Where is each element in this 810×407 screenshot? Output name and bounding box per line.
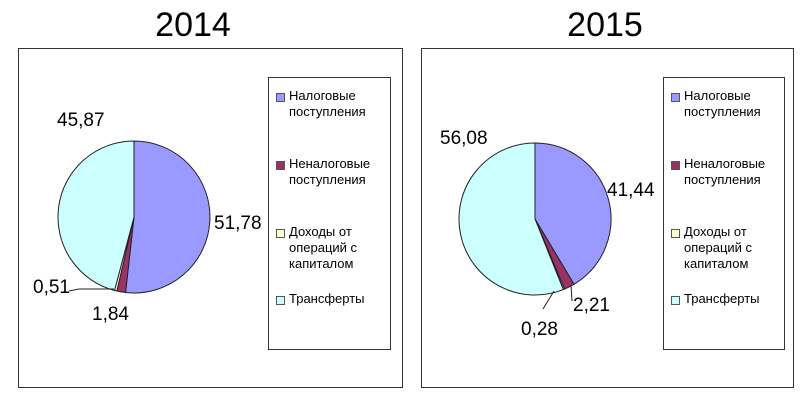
legend-swatch-non-tax-revenue (276, 161, 285, 170)
data-label-tax-revenue: 51,78 (214, 213, 262, 234)
leader-line-non-tax-revenue (570, 284, 573, 302)
leader-line-capital-income (542, 290, 555, 310)
legend-swatch-transfers (671, 296, 680, 305)
leader-line-capital-income (68, 288, 114, 292)
legend-swatch-non-tax-revenue (671, 161, 680, 170)
pie-slice-transfers (458, 142, 564, 296)
legend-swatch-capital-income (671, 229, 680, 238)
data-label-capital-income: 0,51 (33, 277, 70, 298)
legend-label-capital-income: Доходы от операций с капиталом (684, 224, 753, 271)
pie-slice-tax-revenue (124, 140, 211, 294)
chart-panel-2015: 41,44 2,21 0,28 56,08 Налоговые поступления … (421, 48, 794, 388)
legend-swatch-tax-revenue (276, 93, 285, 102)
pie-slice-transfers (57, 140, 135, 292)
legend-label-non-tax-revenue: Неналоговые поступления (684, 156, 766, 187)
pie-slice-tax-revenue (534, 142, 612, 285)
legend-swatch-capital-income (276, 229, 285, 238)
legend-label-transfers: Трансферты (289, 291, 365, 306)
data-label-transfers: 45,87 (57, 110, 105, 131)
data-label-tax-revenue: 41,44 (607, 180, 655, 201)
data-label-capital-income: 0,28 (521, 319, 558, 340)
chart-title-2014: 2014 (155, 6, 231, 44)
chart-title-2015: 2015 (567, 6, 643, 44)
data-label-transfers: 56,08 (440, 128, 488, 149)
legend-2015: Налоговые поступления Неналоговые поступле… (663, 77, 785, 350)
legend-label-non-tax-revenue: Неналоговые поступления (289, 156, 371, 187)
pie-chart-2015: 41,44 2,21 0,28 56,08 (440, 128, 655, 340)
legend-label-transfers: Трансферты (684, 291, 760, 306)
legend-swatch-tax-revenue (671, 93, 680, 102)
legend-label-capital-income: Доходы от операций с капиталом (289, 224, 358, 271)
legend-label-tax-revenue: Налоговые поступления (289, 88, 366, 119)
data-label-non-tax-revenue: 2,21 (573, 295, 610, 316)
legend-swatch-transfers (276, 296, 285, 305)
legend-2014: Налоговые поступления Неналоговые поступле… (268, 77, 391, 350)
legend-label-tax-revenue: Налоговые поступления (684, 88, 761, 119)
pie-chart-2014: 51,78 1,84 0,51 45,87 (33, 110, 262, 325)
data-label-non-tax-revenue: 1,84 (92, 304, 129, 325)
chart-panel-2014: 51,78 1,84 0,51 45,87 Налоговые поступления … (18, 48, 403, 388)
